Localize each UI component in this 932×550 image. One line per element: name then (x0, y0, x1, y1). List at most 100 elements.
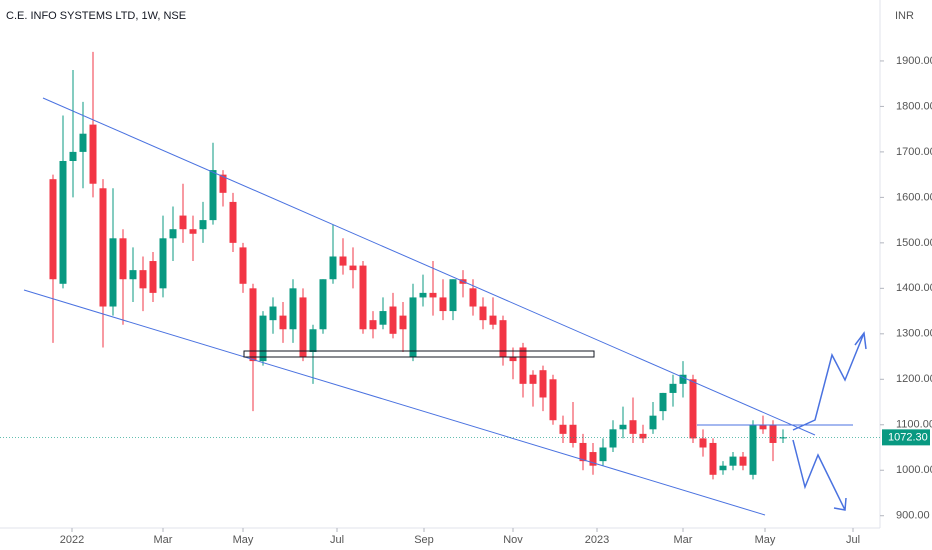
candle-body (729, 456, 737, 466)
candle-body (269, 306, 277, 321)
candle-body (309, 329, 317, 352)
support-zone (243, 350, 595, 358)
candle-body (179, 215, 187, 230)
candle-body (509, 356, 517, 362)
candle-body (339, 256, 347, 266)
candle-body (399, 315, 407, 330)
x-tick-label: Jul (846, 534, 860, 546)
bull-arrowhead (854, 331, 867, 350)
candle-body (369, 320, 377, 330)
candle-body (469, 288, 477, 307)
candle-body (59, 160, 67, 284)
candle-body (349, 265, 357, 271)
y-tick-label: 1400.00 (896, 282, 932, 294)
candle-body (609, 429, 617, 448)
candle-body (739, 456, 747, 466)
candle-body (659, 392, 667, 412)
candle-body (669, 383, 677, 393)
candle-body (479, 306, 487, 321)
last-price-label: 1072.30 (888, 431, 928, 443)
candle-body (539, 370, 547, 398)
candle-body (709, 442, 717, 475)
y-tick-label: 1200.00 (896, 373, 932, 385)
candle-body (139, 270, 147, 289)
candle-body (159, 238, 167, 289)
candle-body (319, 279, 327, 330)
candle-body (779, 437, 787, 439)
candle-body (249, 288, 257, 362)
x-tick-label: 2022 (60, 534, 84, 546)
candle-body (169, 229, 177, 239)
candle-body (759, 424, 767, 430)
y-tick-label: 1800.00 (896, 100, 932, 112)
upper-trendline (42, 97, 816, 436)
candle-body (559, 424, 567, 434)
candle-body (519, 347, 527, 384)
candle-body (679, 374, 687, 384)
candle-body (549, 379, 557, 421)
x-tick-label: Mar (154, 534, 173, 546)
candle-body (259, 315, 267, 362)
candle-body (229, 201, 237, 243)
candle-body (329, 256, 337, 280)
candle-body (629, 420, 637, 434)
candle-body (99, 188, 107, 307)
candle-body (389, 306, 397, 334)
candle-body (79, 133, 87, 152)
x-tick-label: Nov (503, 534, 523, 546)
candle-body (749, 424, 757, 475)
candle-body (189, 229, 197, 234)
candle-body (409, 297, 417, 357)
candle-body (109, 238, 117, 307)
candle-body (379, 311, 387, 325)
candle-body (299, 297, 307, 357)
last-price-box (882, 429, 930, 446)
candle-body (649, 415, 657, 430)
candle-body (219, 174, 227, 193)
lower-trendline (23, 289, 766, 516)
x-tick-label: May (233, 534, 254, 546)
y-tick-label: 1300.00 (896, 328, 932, 340)
candle-body (419, 292, 427, 298)
bear-path (792, 439, 846, 511)
candle-body (149, 261, 157, 293)
bull-path (792, 332, 865, 431)
candle-body (69, 151, 77, 161)
candle-body (439, 297, 447, 312)
x-tick-label: Jul (330, 534, 344, 546)
candle-body (489, 315, 497, 325)
bear-arrowhead (833, 497, 847, 511)
drawings (23, 97, 867, 516)
candle-body (209, 170, 217, 221)
y-tick-label: 1700.00 (896, 146, 932, 158)
candle-body (689, 379, 697, 439)
chart-title: C.E. INFO SYSTEMS LTD, 1W, NSE (6, 10, 186, 22)
y-tick-label: 1600.00 (896, 191, 932, 203)
y-tick-label: 1500.00 (896, 237, 932, 249)
candle-body (719, 465, 727, 471)
candle-body (619, 424, 627, 430)
candle-body (89, 124, 97, 184)
candle-body (289, 288, 297, 330)
y-tick-label: 1900.00 (896, 55, 932, 67)
candle-body (499, 320, 507, 357)
x-tick-label: Sep (414, 534, 434, 546)
candle-body (599, 447, 607, 462)
candle-body (529, 374, 537, 384)
candle-body (279, 315, 287, 330)
candle-body (589, 452, 597, 466)
candle-body (769, 424, 777, 443)
candle-body (129, 270, 137, 280)
candle-body (639, 433, 647, 439)
x-tick-label: 2023 (585, 534, 609, 546)
candle-body (239, 247, 247, 284)
candle-body (119, 238, 127, 280)
y-tick-label: 1000.00 (896, 464, 932, 476)
currency: INR (895, 10, 914, 22)
candle-body (579, 442, 587, 462)
candle-body (359, 265, 367, 330)
candle-body (569, 424, 577, 443)
candle-body (699, 438, 707, 448)
y-tick-label: 900.00 (896, 510, 930, 522)
